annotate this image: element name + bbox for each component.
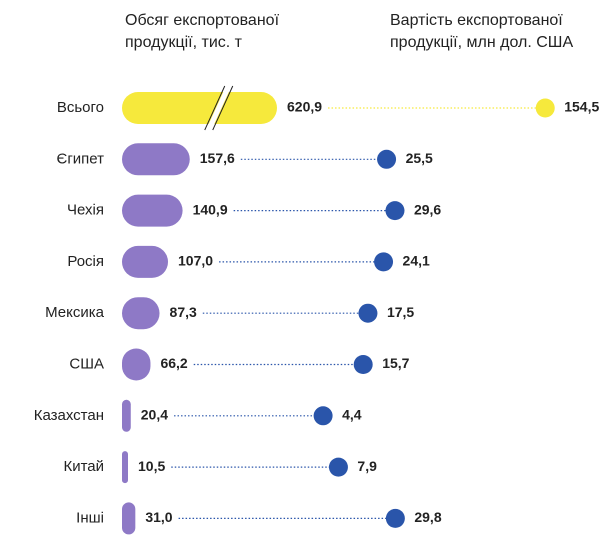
dot <box>374 252 394 272</box>
value-label: 157,6 <box>200 150 235 166</box>
dot <box>353 355 373 374</box>
value-label: 620,9 <box>287 99 322 115</box>
category-label: Росія <box>67 253 104 270</box>
axis-break <box>212 85 234 131</box>
value-label: 29,6 <box>414 201 441 217</box>
axis-break <box>206 84 232 132</box>
value-label: 140,9 <box>193 201 228 217</box>
dot <box>328 457 348 477</box>
value-label: 29,8 <box>414 509 441 525</box>
series-header: Вартість експортованої продукції, млн до… <box>390 12 574 51</box>
category-label: Інші <box>76 509 104 526</box>
category-label: Мексика <box>45 304 105 321</box>
value-label: 15,7 <box>382 355 409 371</box>
category-label: Єгипет <box>57 150 105 167</box>
bar <box>122 502 136 535</box>
value-label: 154,5 <box>564 99 599 115</box>
value-label: 20,4 <box>141 407 168 423</box>
series-header: Обсяг експортованої продукції, тис. т <box>125 12 280 51</box>
value-label: 24,1 <box>403 253 430 269</box>
value-label: 107,0 <box>178 253 213 269</box>
value-label: 10,5 <box>138 458 165 474</box>
value-label: 25,5 <box>406 150 433 166</box>
dot <box>358 303 378 323</box>
dot <box>385 508 405 528</box>
value-label: 66,2 <box>160 355 187 371</box>
category-label: Казахстан <box>34 407 104 424</box>
dot <box>385 201 405 221</box>
dot <box>313 406 333 426</box>
value-label: 31,0 <box>145 509 172 525</box>
bar <box>122 194 183 227</box>
dot <box>377 149 397 169</box>
dot <box>535 98 555 118</box>
value-label: 17,5 <box>387 304 414 320</box>
category-label: Китай <box>63 458 104 475</box>
category-label: Всього <box>57 99 104 116</box>
bar <box>122 348 151 381</box>
value-label: 4,4 <box>342 407 362 423</box>
bar <box>122 143 190 176</box>
value-label: 7,9 <box>357 458 377 474</box>
category-label: США <box>69 355 104 372</box>
category-label: Чехія <box>67 202 104 219</box>
bar <box>122 245 169 278</box>
bar <box>122 451 128 484</box>
axis-break <box>204 85 226 131</box>
value-label: 87,3 <box>170 304 197 320</box>
bar <box>122 399 131 432</box>
bar <box>122 297 160 330</box>
bar <box>122 92 277 124</box>
